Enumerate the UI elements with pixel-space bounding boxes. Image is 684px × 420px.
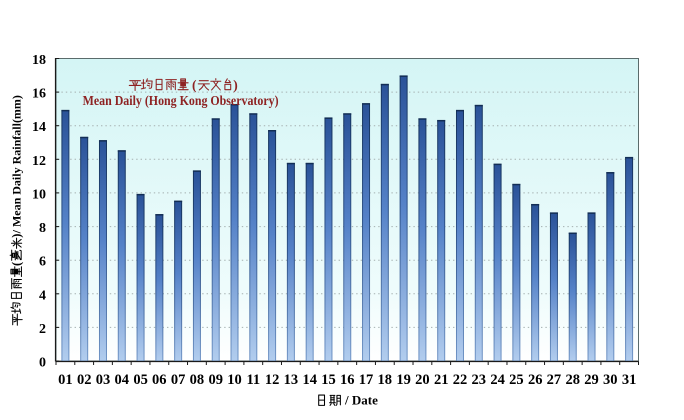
svg-text:10: 10 [227, 372, 242, 388]
svg-text:08: 08 [190, 372, 205, 388]
svg-text:20: 20 [415, 372, 430, 388]
svg-text:2: 2 [39, 322, 46, 337]
svg-text:09: 09 [208, 372, 223, 388]
svg-text:17: 17 [359, 372, 374, 388]
svg-text:21: 21 [434, 372, 449, 388]
svg-text:8: 8 [39, 221, 46, 236]
svg-text:(: ( [10, 262, 24, 266]
svg-text:25: 25 [509, 372, 524, 388]
svg-text:27: 27 [547, 372, 562, 388]
svg-text:18: 18 [378, 372, 393, 388]
svg-text:02: 02 [77, 372, 92, 388]
svg-text:11: 11 [246, 372, 260, 388]
svg-text:30: 30 [603, 372, 618, 388]
svg-text:0: 0 [39, 356, 46, 371]
svg-text:): ) [10, 234, 24, 238]
svg-text:28: 28 [565, 372, 580, 388]
svg-text:): ) [233, 78, 238, 93]
svg-text:04: 04 [115, 372, 130, 388]
svg-text:13: 13 [284, 372, 299, 388]
svg-text:4: 4 [39, 288, 46, 303]
svg-text:03: 03 [96, 372, 111, 388]
svg-text:06: 06 [152, 372, 167, 388]
svg-text:24: 24 [490, 372, 505, 388]
svg-text:05: 05 [133, 372, 148, 388]
svg-text:19: 19 [396, 372, 411, 388]
svg-text:14: 14 [302, 372, 317, 388]
svg-text:07: 07 [171, 372, 186, 388]
svg-text:29: 29 [584, 372, 599, 388]
svg-text:12: 12 [265, 372, 280, 388]
svg-text:(: ( [192, 78, 197, 93]
svg-text:14: 14 [32, 120, 46, 135]
svg-text:10: 10 [32, 187, 46, 202]
svg-text:01: 01 [58, 372, 73, 388]
svg-text:12: 12 [32, 154, 46, 169]
svg-text:18: 18 [32, 53, 46, 68]
svg-text:22: 22 [453, 372, 468, 388]
svg-text:15: 15 [321, 372, 336, 388]
svg-text:23: 23 [472, 372, 487, 388]
svg-text:16: 16 [32, 87, 46, 102]
svg-text:Mean Daily (Hong Kong Observat: Mean Daily (Hong Kong Observatory) [83, 94, 279, 109]
svg-text:/ Date: / Date [344, 393, 378, 408]
svg-text:/ Mean Daily Rainfall(mm): / Mean Daily Rainfall(mm) [10, 95, 24, 234]
svg-text:16: 16 [340, 372, 355, 388]
svg-text:31: 31 [622, 372, 637, 388]
svg-text:26: 26 [528, 372, 543, 388]
svg-text:6: 6 [39, 255, 46, 270]
